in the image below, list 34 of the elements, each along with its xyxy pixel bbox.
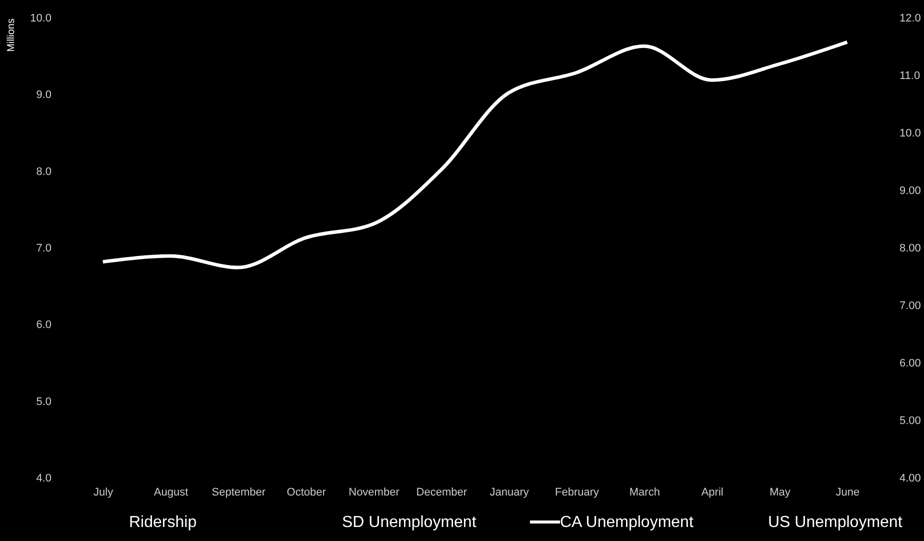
text: Ridership xyxy=(129,514,197,531)
y2-tick-label: 5.00 xyxy=(900,415,921,427)
x-tick-label: December xyxy=(416,486,468,498)
y-tick-label: 10.0 xyxy=(30,12,52,24)
y2-tick-label: 11.0 xyxy=(900,70,920,82)
y-tick-label: 7.0 xyxy=(36,242,52,254)
y-tick-label: 9.0 xyxy=(36,89,52,102)
y-tick-label: 8.0 xyxy=(36,166,52,178)
y2-tick-label: 12.0 xyxy=(900,12,921,24)
x-tick-label: June xyxy=(836,486,860,498)
x-tick-label: November xyxy=(348,486,400,498)
y-tick-label: 4.0 xyxy=(36,472,52,484)
text: US Unemployment xyxy=(768,514,903,531)
y-axis-title: Millions xyxy=(6,18,18,52)
y2-tick-label: 8.00 xyxy=(900,242,921,254)
y-tick-label: 6.0 xyxy=(36,319,52,332)
y2-tick-label: 9.00 xyxy=(900,185,921,197)
x-tick-label: March xyxy=(629,486,660,498)
x-tick-label: January xyxy=(490,486,530,498)
y-tick-label: 5.0 xyxy=(36,396,52,408)
x-tick-label: October xyxy=(286,486,326,498)
x-tick-label: May xyxy=(770,486,791,498)
x-tick-label: September xyxy=(212,486,266,498)
y2-tick-label: 4.00 xyxy=(900,472,921,484)
x-tick-label: August xyxy=(154,486,188,498)
line-series xyxy=(101,40,849,270)
x-tick-label: July xyxy=(94,486,114,498)
x-tick-label: April xyxy=(701,486,724,498)
y2-tick-label: 7.00 xyxy=(900,300,921,312)
y2-tick-label: 10.0 xyxy=(900,128,921,140)
x-tick-label: February xyxy=(554,486,600,498)
legend-label: CA Unemployment xyxy=(560,514,694,531)
y2-tick-label: 6.00 xyxy=(900,358,921,370)
text: SD Unemployment xyxy=(342,514,477,531)
